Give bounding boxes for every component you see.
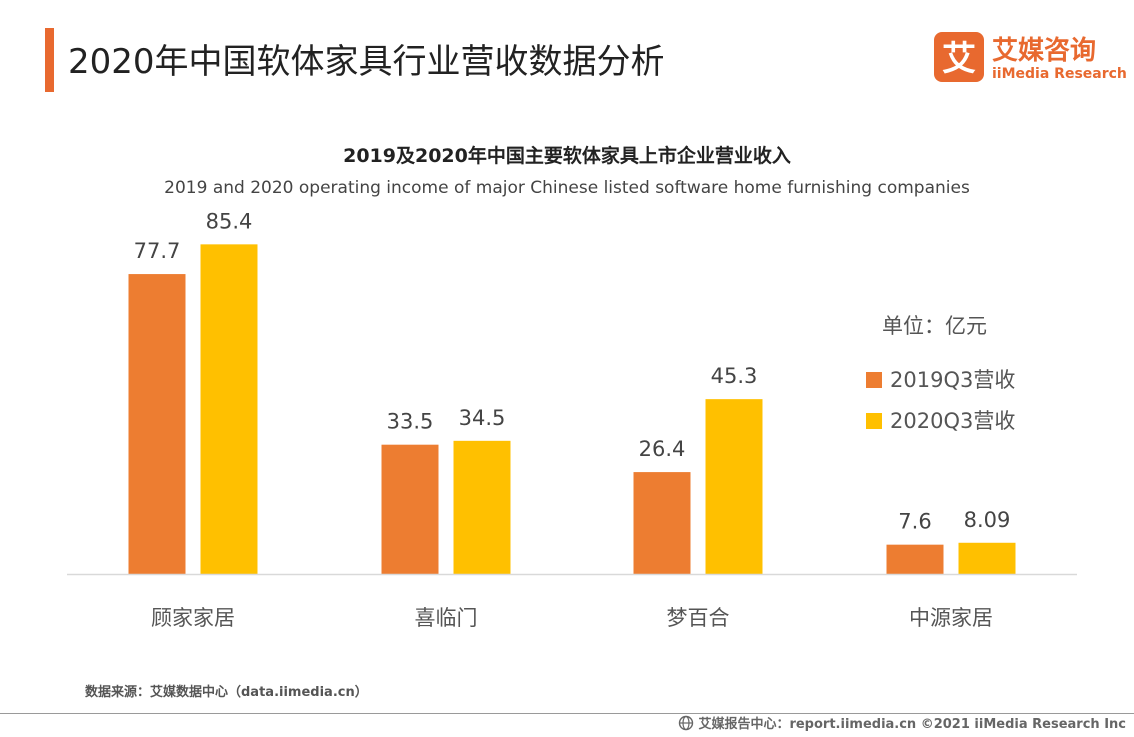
category-label-3: 中源家居 [909,606,993,630]
bar-2019-2 [633,472,691,574]
unit-label: 单位：亿元 [882,314,987,338]
data-label-2020-1: 34.5 [459,406,506,430]
legend-item-2020: 2020Q3营收 [866,405,1015,435]
bar-2020-3 [958,542,1016,574]
data-label-2019-3: 7.6 [898,510,931,534]
category-label-0: 顾家家居 [151,606,235,630]
bar-2020-1 [453,440,511,574]
bar-2019-0 [128,274,186,574]
iimedia-logo: 艾 艾媒咨询 iiMedia Research [934,30,1127,86]
bar-2020-0 [200,244,258,574]
source-note: 数据来源：艾媒数据中心（data.iimedia.cn） [85,685,368,700]
data-label-2019-0: 77.7 [134,239,181,263]
legend-label-2020: 2020Q3营收 [890,409,1016,433]
data-label-2020-2: 45.3 [711,364,758,388]
logo-mark: 艾 [934,32,984,82]
logo-text-cn: 艾媒咨询 [992,36,1097,66]
data-label-2019-2: 26.4 [639,437,686,461]
legend-item-2019: 2019Q3营收 [866,364,1015,394]
chart-title: 2019及2020年中国主要软体家具上市企业营业收入 [343,145,791,167]
page-title: 2020年中国软体家具行业营收数据分析 [68,42,665,82]
footer-text: 艾媒报告中心：report.iimedia.cn ©2021 iiMedia R… [698,717,1126,732]
category-label-2: 梦百合 [667,606,730,630]
legend-swatch-2019 [866,372,882,388]
bar-2019-1 [381,444,439,574]
footer-divider [0,713,1134,714]
data-label-2020-3: 8.09 [964,508,1011,532]
svg-text:艾: 艾 [942,39,976,79]
chart-subtitle: 2019 and 2020 operating income of major … [164,178,970,198]
category-label-1: 喜临门 [415,606,478,630]
bar-2020-2 [705,399,763,574]
legend-swatch-2020 [866,413,882,429]
globe-icon [679,715,694,731]
title-accent-bar [45,28,54,92]
logo-text-en: iiMedia Research [992,66,1127,82]
data-label-2020-0: 85.4 [206,209,253,233]
bar-2019-3 [886,544,944,574]
data-label-2019-1: 33.5 [387,410,434,434]
footer: 艾媒报告中心：report.iimedia.cn ©2021 iiMedia R… [678,713,1126,732]
legend-label-2019: 2019Q3营收 [890,368,1016,392]
